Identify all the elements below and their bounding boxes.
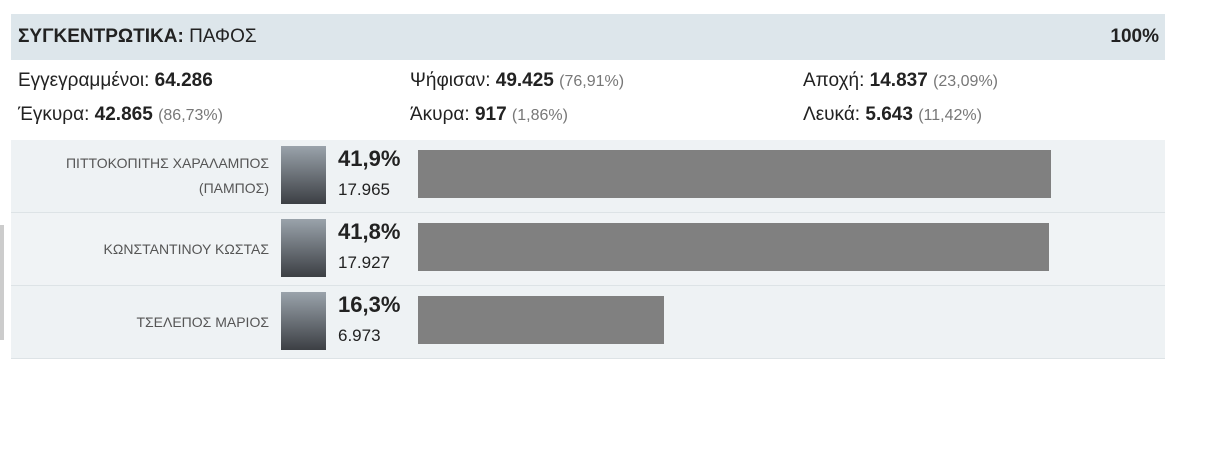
stat-value: 5.643	[865, 104, 913, 125]
stat-value: 42.865	[94, 104, 153, 125]
bar	[418, 296, 665, 344]
candidate-name: ΚΩΝΣΤΑΝΤΙΝΟΥ ΚΩΣΤΑΣ	[103, 240, 269, 257]
stat-label: Εγγεγραμμένοι:	[18, 70, 150, 91]
stat-value: 14.837	[869, 70, 928, 91]
stat-value: 49.425	[495, 70, 554, 91]
stat-percent: (23,09%)	[933, 73, 998, 90]
stat-label: Αποχή:	[803, 70, 865, 91]
header-title: ΣΥΓΚΕΝΤΡΩΤΙΚΑ: ΠΑΦΟΣ	[18, 26, 257, 48]
candidate-votes: 6.973	[338, 326, 381, 345]
candidate-votes: 17.927	[338, 253, 390, 272]
title: ΣΥΓΚΕΝΤΡΩΤΙΚΑ:	[18, 26, 184, 47]
stat: Αποχή: 14.837 (23,09%)	[803, 70, 998, 92]
candidate-name: ΠΙΤΤΟΚΟΠΙΤΗΣ ΧΑΡΑΛΑΜΠΟΣ (ΠΑΜΠΟΣ)	[65, 155, 269, 196]
stat-label: Λευκά:	[803, 104, 861, 125]
candidate-votes: 17.965	[338, 180, 390, 199]
candidate-percent: 16,3%	[338, 292, 401, 317]
stat: Ψήφισαν: 49.425 (76,91%)	[410, 70, 624, 92]
candidate-name: ΤΣΕΛΕΠΟΣ ΜΑΡΙΟΣ	[136, 313, 269, 330]
side-strip	[0, 225, 4, 340]
candidate-photo	[281, 146, 326, 204]
stat-percent: (76,91%)	[559, 73, 625, 90]
stat-label: Ψήφισαν:	[410, 70, 491, 91]
region: ΠΑΦΟΣ	[189, 26, 257, 47]
stat: Λευκά: 5.643 (11,42%)	[803, 104, 982, 126]
stat-label: Άκυρα:	[410, 104, 470, 125]
candidate-percent: 41,9%	[338, 146, 401, 171]
bar	[418, 150, 1051, 198]
stat-label: Έγκυρα:	[18, 104, 90, 125]
stat-percent: (11,42%)	[918, 107, 982, 124]
stat-percent: (86,73%)	[158, 107, 223, 124]
bar	[418, 223, 1050, 271]
candidate-photo	[281, 219, 326, 277]
stat-value: 64.286	[154, 70, 213, 91]
candidate-percent: 41,8%	[338, 219, 401, 244]
candidate-photo	[281, 292, 326, 350]
header: ΣΥΓΚΕΝΤΡΩΤΙΚΑ: ΠΑΦΟΣ 100%	[11, 14, 1165, 60]
stat-percent: (1,86%)	[511, 107, 568, 124]
stat: Άκυρα: 917 (1,86%)	[410, 104, 568, 126]
stat: Έγκυρα: 42.865 (86,73%)	[18, 104, 223, 126]
progress: 100%	[1110, 26, 1159, 47]
candidate-row: ΚΩΝΣΤΑΝΤΙΝΟΥ ΚΩΣΤΑΣ 41,8% 17.927	[11, 213, 1165, 286]
candidate-row: ΤΣΕΛΕΠΟΣ ΜΑΡΙΟΣ 16,3% 6.973	[11, 286, 1165, 359]
stat: Εγγεγραμμένοι: 64.286	[18, 70, 213, 92]
candidate-row: ΠΙΤΤΟΚΟΠΙΤΗΣ ΧΑΡΑΛΑΜΠΟΣ (ΠΑΜΠΟΣ) 41,9% 17.…	[11, 140, 1165, 213]
stat-value: 917	[474, 104, 507, 125]
